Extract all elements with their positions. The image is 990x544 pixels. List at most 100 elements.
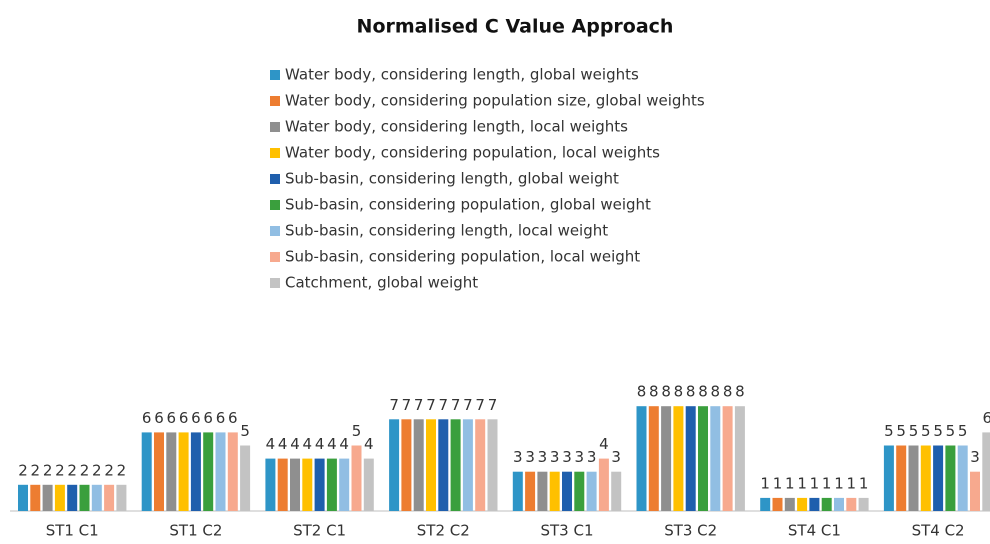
x-tick-label: ST2 C1	[293, 522, 346, 540]
bar	[290, 458, 300, 511]
data-label: 1	[785, 474, 795, 492]
bar	[957, 445, 968, 511]
legend-swatch	[270, 174, 280, 184]
legend-label: Sub-basin, considering length, local wei…	[285, 222, 608, 240]
bar	[661, 406, 672, 511]
data-label: 2	[43, 461, 53, 479]
bar	[722, 406, 733, 511]
data-label: 3	[525, 448, 535, 466]
data-label: 8	[711, 383, 721, 401]
data-label: 8	[674, 383, 684, 401]
bar	[265, 458, 276, 511]
bar	[203, 432, 214, 511]
data-label: 3	[575, 448, 585, 466]
data-label: 1	[834, 474, 844, 492]
data-label: 3	[970, 448, 980, 466]
bar	[525, 471, 536, 511]
legend-label: Sub-basin, considering length, global we…	[285, 170, 619, 188]
data-label: 4	[278, 435, 288, 453]
data-label: 2	[55, 461, 65, 479]
legend-label: Sub-basin, considering population, globa…	[285, 196, 651, 214]
bar	[883, 445, 894, 511]
data-label: 5	[958, 422, 968, 440]
data-label: 3	[611, 448, 621, 466]
data-label: 8	[661, 383, 671, 401]
bar	[277, 458, 288, 511]
data-label: 4	[327, 435, 337, 453]
data-label: 7	[475, 396, 485, 414]
data-label: 6	[191, 409, 201, 427]
bar	[18, 484, 28, 511]
data-label: 1	[847, 474, 857, 492]
bar	[116, 484, 127, 511]
data-label: 8	[686, 383, 696, 401]
bar	[698, 406, 708, 511]
legend-label: Catchment, global weight	[285, 274, 478, 292]
bar	[945, 445, 956, 511]
legend-label: Water body, considering population, loca…	[285, 144, 660, 162]
bar	[450, 419, 461, 511]
data-label: 6	[142, 409, 152, 427]
legend-swatch	[270, 96, 280, 106]
legend-swatch	[270, 252, 280, 262]
legend-swatch	[270, 122, 280, 132]
data-label: 6	[167, 409, 177, 427]
data-label: 5	[933, 422, 943, 440]
data-label: 2	[80, 461, 90, 479]
bar	[54, 484, 65, 511]
bar	[314, 458, 325, 511]
bar	[104, 484, 115, 511]
bar	[537, 471, 548, 511]
data-label: 4	[303, 435, 313, 453]
bar	[302, 458, 313, 511]
data-label: 7	[463, 396, 473, 414]
legend-label: Water body, considering population size,…	[285, 92, 705, 110]
data-label: 3	[550, 448, 560, 466]
bar	[401, 419, 412, 511]
data-label: 8	[723, 383, 733, 401]
bar	[858, 497, 869, 511]
data-label: 5	[352, 422, 362, 440]
data-label: 5	[946, 422, 956, 440]
legend-label: Water body, considering length, local we…	[285, 118, 628, 136]
data-label: 1	[810, 474, 820, 492]
bar	[351, 445, 362, 511]
legend-swatch	[270, 200, 280, 210]
bar	[760, 497, 771, 511]
bar	[240, 445, 251, 511]
data-label: 6	[983, 409, 990, 427]
data-label: 4	[315, 435, 325, 453]
bar	[574, 471, 585, 511]
x-tick-label: ST1 C1	[46, 522, 99, 540]
bar	[91, 484, 102, 511]
data-label: 3	[513, 448, 523, 466]
data-label: 5	[909, 422, 919, 440]
bar	[326, 458, 337, 511]
x-tick-label: ST1 C2	[169, 522, 222, 540]
bar	[190, 432, 201, 511]
bar	[611, 471, 622, 511]
bar	[363, 458, 374, 511]
data-label: 8	[637, 383, 647, 401]
x-tick-label: ST3 C2	[664, 522, 717, 540]
x-tick-label: ST3 C1	[540, 522, 593, 540]
data-label: 5	[884, 422, 894, 440]
data-label: 6	[203, 409, 213, 427]
data-label: 4	[364, 435, 374, 453]
bar	[685, 406, 696, 511]
bar	[462, 419, 473, 511]
data-label: 5	[896, 422, 906, 440]
data-label: 6	[228, 409, 238, 427]
bar	[636, 406, 647, 511]
data-label: 2	[117, 461, 127, 479]
data-label: 8	[735, 383, 745, 401]
data-label: 7	[439, 396, 449, 414]
bar	[896, 445, 907, 511]
bar	[673, 406, 684, 511]
data-label: 5	[921, 422, 931, 440]
data-label: 5	[240, 422, 250, 440]
bar	[772, 497, 783, 511]
bar	[178, 432, 189, 511]
data-label: 7	[451, 396, 461, 414]
